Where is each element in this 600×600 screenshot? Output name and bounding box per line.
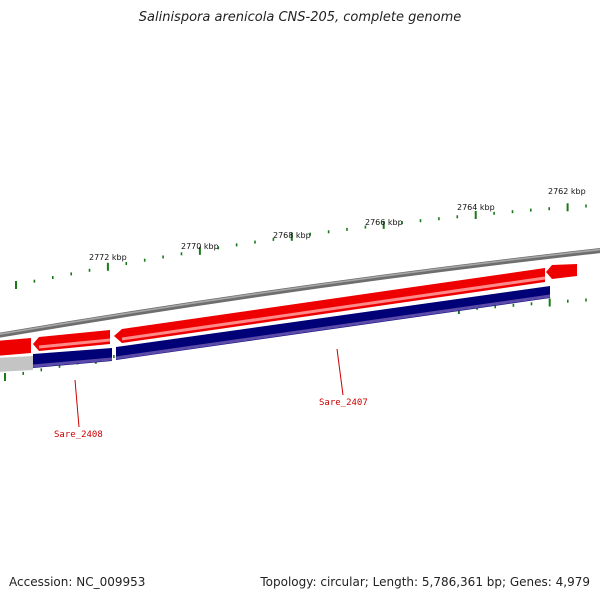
genome-backbone bbox=[0, 248, 600, 338]
forward-cds-shading bbox=[38, 338, 111, 349]
reverse-cds-shading bbox=[32, 357, 113, 368]
scale-label: 2768 kbp bbox=[273, 231, 311, 240]
accession-text: Accession: NC_009953 bbox=[9, 575, 146, 589]
scale-label: 2770 kbp bbox=[181, 242, 219, 251]
gene-label-leader bbox=[336, 348, 344, 396]
scale-label: 2764 kbp bbox=[457, 203, 495, 212]
gene-label-sare-2407[interactable]: Sare_2407 bbox=[319, 398, 368, 408]
scale-label: 2766 kbp bbox=[365, 218, 403, 227]
gene-label-sare-2408[interactable]: Sare_2408 bbox=[54, 430, 103, 440]
reverse-strand-features bbox=[0, 286, 551, 372]
forward-cds-feature[interactable] bbox=[546, 264, 577, 279]
forward-strand-features bbox=[0, 264, 577, 356]
scale-label: 2772 kbp bbox=[89, 253, 127, 262]
forward-cds-shading bbox=[121, 276, 546, 341]
gene-label-leader bbox=[74, 379, 80, 428]
scale-label: 2762 kbp bbox=[548, 187, 586, 196]
genome-summary-text: Topology: circular; Length: 5,786,361 bp… bbox=[260, 575, 590, 589]
map-title: Salinispora arenicola CNS-205, complete … bbox=[138, 10, 462, 25]
reverse-cds-shading bbox=[115, 294, 551, 360]
reverse-cds-feature bbox=[0, 356, 33, 372]
outer-tick-ring bbox=[15, 203, 587, 289]
forward-cds-feature[interactable] bbox=[0, 338, 31, 356]
genome-backbone-highlight bbox=[0, 248, 600, 335]
